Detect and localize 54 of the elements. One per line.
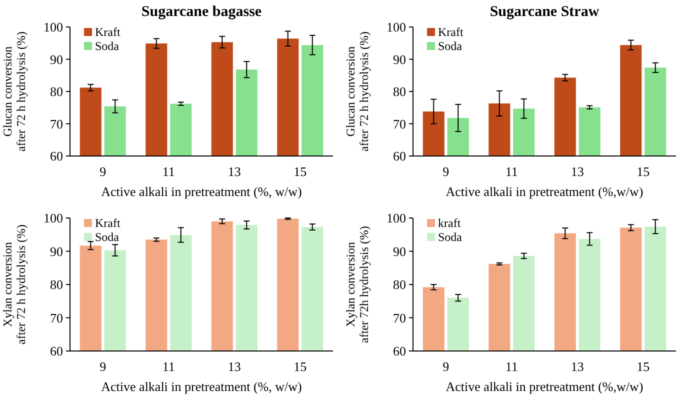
legend-label: kraft (438, 216, 462, 230)
x-tick-label: 13 (228, 359, 241, 374)
y-tick-label: 100 (44, 210, 63, 226)
legend-label: Kraft (95, 216, 121, 230)
x-tick-label: 11 (505, 359, 518, 374)
legend-label: Kraft (95, 25, 121, 40)
x-tick-label: 9 (100, 164, 106, 179)
y-tick-label: 80 (393, 84, 406, 100)
y-tick-label: 60 (50, 148, 63, 164)
x-tick-label: 11 (162, 164, 175, 179)
x-tick-label: 13 (228, 164, 241, 179)
y-tick-label: 100 (386, 210, 406, 226)
x-tick-label: 11 (162, 359, 175, 374)
x-axis-title: Active alkali in pretreatment (%, w/w) (101, 379, 302, 394)
legend-label: Soda (95, 230, 120, 244)
legend-label: Soda (95, 39, 120, 54)
y-tick-label: 80 (50, 84, 63, 100)
y-tick-label: 60 (393, 148, 406, 164)
y-tick-label: 70 (393, 116, 406, 132)
x-tick-label: 13 (570, 164, 584, 179)
legend-label: Soda (438, 230, 463, 244)
x-tick-label: 15 (636, 164, 650, 179)
y-tick-label: 70 (393, 310, 406, 326)
x-tick-label: 13 (570, 359, 584, 374)
chart-title: Sugarcane bagasse (141, 4, 262, 20)
y-tick-label: 60 (393, 344, 406, 359)
x-tick-label: 15 (294, 359, 307, 374)
y-tick-label: 90 (393, 244, 406, 259)
x-tick-label: 9 (442, 359, 450, 374)
y-axis-title: Glucan conversion after 72 h hydrolysis (%) (343, 32, 372, 152)
x-axis-title: Active alkali in pretreatment (%,w/w) (446, 184, 644, 199)
y-tick-label: 70 (50, 310, 63, 326)
y-tick-label: 70 (50, 116, 63, 132)
y-axis-title: Xylan conversion after 72 h hydrolysis (%) (0, 224, 28, 344)
chart-title: Sugarcane Straw (490, 4, 600, 20)
y-tick-label: 100 (44, 20, 63, 35)
x-tick-label: 15 (636, 359, 650, 374)
y-tick-label: 90 (50, 244, 63, 259)
x-tick-label: 15 (294, 164, 307, 179)
legend-label: Kraft (438, 25, 464, 40)
y-tick-label: 90 (50, 52, 63, 67)
x-tick-label: 9 (100, 359, 106, 374)
x-axis-title: Active alkali in pretreatment (%,w/w) (446, 379, 644, 394)
y-tick-label: 90 (393, 52, 406, 67)
y-axis-title: Xylan conversion after 72h hydrolysis (%) (343, 226, 372, 343)
legend-label: Soda (438, 39, 463, 54)
y-tick-label: 80 (393, 277, 406, 292)
x-tick-label: 11 (505, 164, 518, 179)
y-tick-label: 60 (50, 344, 63, 359)
x-tick-label: 9 (442, 164, 450, 179)
y-tick-label: 80 (50, 277, 63, 292)
y-tick-label: 100 (386, 20, 406, 35)
y-axis-title: Glucan conversion after 72 h hydrolysis (%) (0, 32, 28, 152)
x-axis-title: Active alkali in pretreatment (%, w/w) (101, 184, 302, 199)
